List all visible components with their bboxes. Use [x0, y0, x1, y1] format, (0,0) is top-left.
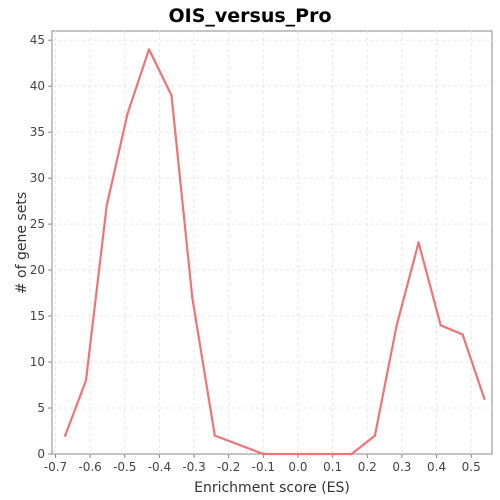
x-tick-label: 0.0 — [288, 460, 307, 474]
x-axis-label: Enrichment score (ES) — [194, 480, 350, 496]
data-point — [213, 434, 217, 437]
data-point — [262, 452, 265, 456]
x-tick-label: 0.1 — [323, 460, 342, 474]
grid-lines — [52, 31, 492, 454]
data-point — [126, 112, 129, 115]
y-tick-label: 25 — [30, 217, 45, 231]
plot-area — [51, 30, 493, 455]
data-point — [63, 434, 67, 437]
y-tick-label: 35 — [30, 125, 45, 139]
chart-title: OIS_versus_Pro — [168, 5, 331, 27]
y-tick-label: 10 — [30, 355, 45, 369]
axis-ticks: 0 5 10 15 20 25 30 35 40 45 -0.7 -0.6 -0.5 -0.4 -0.3 -0… — [30, 33, 481, 474]
data-point — [147, 48, 151, 51]
data-point — [417, 241, 420, 244]
x-tick-label: -0.2 — [217, 460, 240, 474]
data-point — [170, 94, 173, 97]
data-point — [483, 397, 486, 401]
data-point — [191, 296, 194, 299]
x-tick-label: -0.4 — [148, 460, 171, 474]
data-point — [84, 379, 88, 382]
series-layer — [63, 48, 486, 456]
y-axis-label: # of gene sets — [14, 192, 30, 294]
x-tick-label: 0.3 — [392, 460, 411, 474]
x-tick-label: -0.6 — [78, 460, 101, 474]
data-point — [105, 204, 108, 207]
data-point — [395, 324, 398, 327]
data-point — [350, 452, 353, 456]
x-tick-label: -0.3 — [182, 460, 205, 474]
y-tick-label: 45 — [30, 33, 45, 47]
y-tick-label: 30 — [30, 171, 45, 185]
x-tick-label: -0.5 — [113, 460, 136, 474]
y-tick-label: 20 — [30, 263, 45, 277]
data-point — [310, 452, 314, 456]
y-tick-label: 15 — [30, 309, 45, 323]
x-tick-label: 0.5 — [462, 460, 481, 474]
x-tick-label: -0.1 — [252, 460, 275, 474]
x-tick-label: -0.7 — [44, 460, 67, 474]
x-tick-label: 0.4 — [427, 460, 446, 474]
y-tick-label: 5 — [37, 401, 45, 415]
y-tick-label: 0 — [37, 447, 45, 461]
x-tick-label: 0.2 — [358, 460, 377, 474]
y-tick-label: 40 — [30, 79, 45, 93]
data-point — [439, 324, 442, 327]
data-point — [461, 333, 464, 336]
data-point — [373, 434, 377, 437]
